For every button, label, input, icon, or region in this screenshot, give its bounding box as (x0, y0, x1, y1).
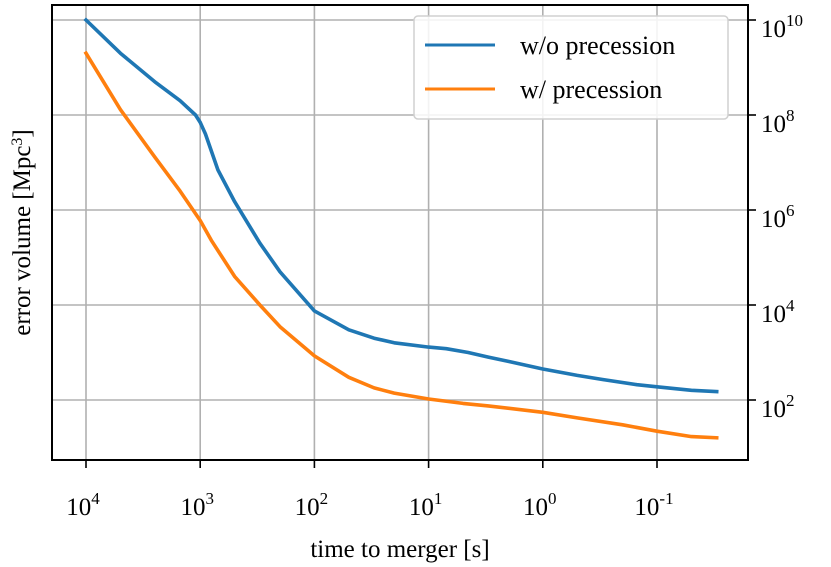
y-tick-exp: 8 (786, 106, 795, 125)
x-tick-label: 104 (66, 489, 100, 521)
series-line-wo-precession (83, 17, 719, 394)
x-tick-exp: 2 (320, 489, 329, 508)
x-tick-base: 10 (409, 494, 434, 521)
x-tick-label: 103 (180, 489, 214, 521)
y-axis-label-end: ] (9, 129, 36, 137)
y-tick-base: 10 (761, 206, 786, 233)
y-tick-exp: 2 (786, 391, 795, 410)
y-tick-base: 10 (761, 16, 786, 43)
x-tick-exp: 4 (91, 489, 100, 508)
plot-frame (51, 4, 749, 461)
x-tick-base: 10 (66, 494, 91, 521)
legend: w/o precession w/ precession (413, 15, 729, 120)
y-tick-base: 10 (761, 301, 786, 328)
y-tick-label: 104 (761, 296, 795, 328)
x-tick-base: 10 (180, 494, 205, 521)
series-line-w-precession (83, 50, 719, 440)
x-tick-label: 102 (295, 489, 329, 521)
y-axis-label-sup: 3 (9, 138, 26, 146)
x-tick-exp: 3 (205, 489, 214, 508)
x-tick-exp: -1 (659, 489, 673, 508)
y-tick-label: 102 (761, 391, 795, 423)
x-axis-label: time to merger [s] (310, 536, 489, 563)
legend-label-w-precession: w/ precession (520, 75, 662, 104)
legend-box (413, 15, 729, 120)
y-tick-base: 10 (761, 111, 786, 138)
y-axis-label-main: error volume [Mpc (9, 146, 36, 336)
x-tick-label: 10-1 (634, 489, 673, 521)
x-tick-exp: 0 (548, 489, 557, 508)
x-tick-base: 10 (634, 494, 659, 521)
x-tick-base: 10 (295, 494, 320, 521)
y-tick-base: 10 (761, 396, 786, 423)
y-tick-label: 108 (761, 106, 795, 138)
y-tick-exp: 4 (786, 296, 795, 315)
plot-lines (83, 17, 719, 440)
y-axis-label: error volume [Mpc3] (9, 129, 37, 336)
x-tick-exp: 1 (434, 489, 443, 508)
legend-label-wo-precession: w/o precession (520, 31, 675, 60)
y-tick-label: 1010 (761, 11, 803, 43)
y-tick-label: 106 (761, 201, 795, 233)
x-tick-base: 10 (523, 494, 548, 521)
y-tick-exp: 10 (786, 11, 803, 30)
x-tick-label: 100 (523, 489, 557, 521)
y-tick-exp: 6 (786, 201, 795, 220)
x-tick-label: 101 (409, 489, 443, 521)
